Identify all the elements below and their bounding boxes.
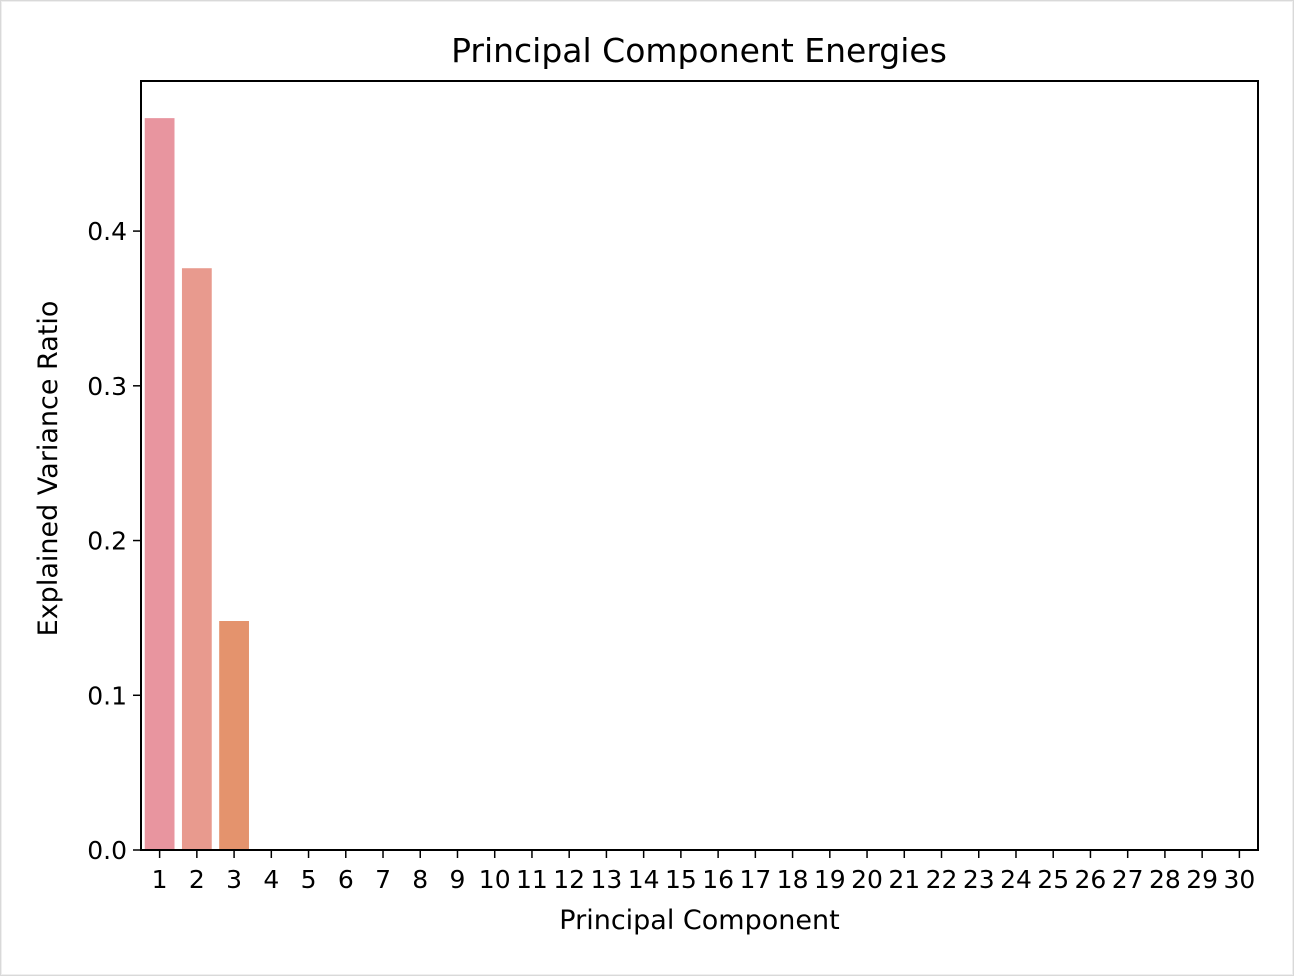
y-tick-label: 0.1	[87, 681, 127, 710]
x-tick-label: 13	[591, 865, 623, 894]
x-tick-label: 9	[450, 865, 466, 894]
x-tick-label: 5	[301, 865, 317, 894]
x-tick-label: 25	[1037, 865, 1069, 894]
x-tick-label: 10	[479, 865, 511, 894]
bar-pc-2	[181, 268, 212, 850]
bar-pc-3	[219, 621, 249, 850]
y-axis-label: Explained Variance Ratio	[33, 301, 64, 637]
x-tick-label: 23	[963, 865, 995, 894]
x-tick-label: 27	[1112, 865, 1144, 894]
plot-area-frame	[140, 80, 1259, 851]
y-tick-label: 0.0	[87, 836, 127, 865]
y-tick-label: 0.3	[87, 372, 127, 401]
x-tick-label: 3	[226, 865, 242, 894]
x-tick-label: 4	[263, 865, 279, 894]
x-tick-label: 6	[338, 865, 354, 894]
x-tick-label: 28	[1149, 865, 1181, 894]
chart-title: Principal Component Energies	[451, 31, 947, 70]
x-tick-label: 26	[1075, 865, 1107, 894]
x-tick-label: 17	[739, 865, 771, 894]
x-tick-label: 20	[851, 865, 883, 894]
x-axis-label: Principal Component	[559, 905, 839, 936]
x-tick-label: 30	[1223, 865, 1255, 894]
x-tick-label: 8	[412, 865, 428, 894]
x-tick-label: 21	[888, 865, 920, 894]
x-tick-label: 16	[702, 865, 734, 894]
x-tick-label: 7	[375, 865, 391, 894]
x-tick-label: 11	[516, 865, 548, 894]
x-tick-label: 1	[152, 865, 168, 894]
x-tick-label: 22	[926, 865, 958, 894]
x-tick-label: 24	[1000, 865, 1032, 894]
bars-group	[144, 118, 249, 850]
bar-pc-1	[144, 118, 175, 850]
x-tick-label: 19	[814, 865, 846, 894]
x-tick-label: 14	[628, 865, 660, 894]
x-tick-label: 18	[777, 865, 809, 894]
x-tick-label: 12	[553, 865, 585, 894]
x-tick-label: 15	[665, 865, 697, 894]
x-axis: 1 2 3 4 5 6 7 8 9 10 11 12 13 14 15 16 17 18 19 20 21 22 23 24 2…	[152, 850, 1255, 894]
x-tick-label: 29	[1186, 865, 1218, 894]
y-tick-label: 0.4	[87, 217, 127, 246]
y-tick-label: 0.2	[87, 527, 127, 556]
x-tick-label: 2	[189, 865, 205, 894]
y-axis: 0.0 0.1 0.2 0.3 0.4	[87, 217, 141, 865]
